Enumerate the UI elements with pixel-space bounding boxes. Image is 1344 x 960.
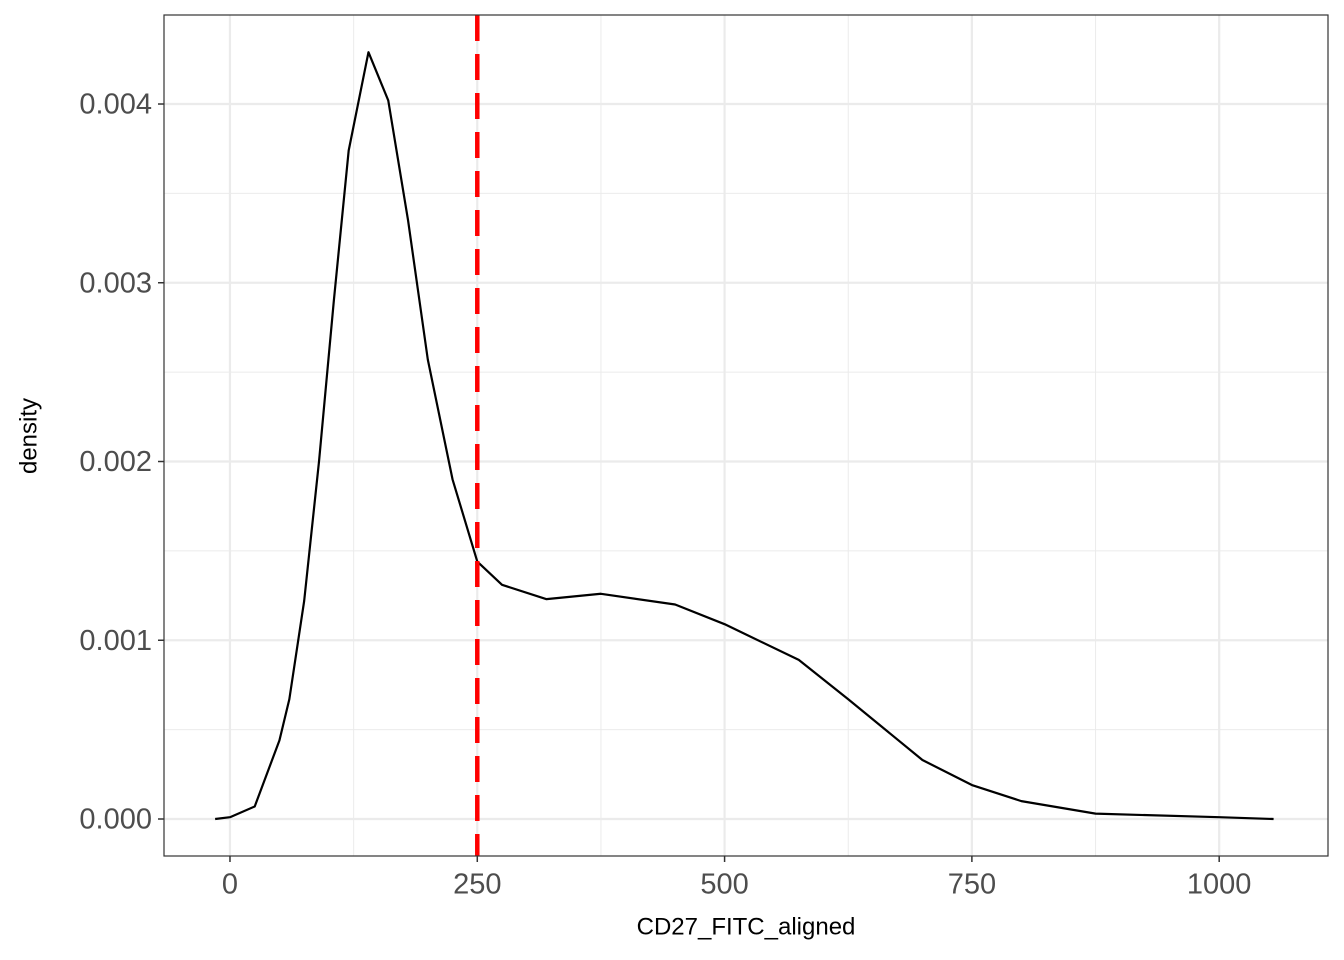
x-tick-label: 750 (948, 869, 996, 901)
y-tick-label: 0.000 (79, 804, 152, 836)
y-tick-label: 0.001 (79, 625, 152, 657)
x-tick-label: 250 (453, 869, 501, 901)
x-tick-label: 1000 (1187, 869, 1252, 901)
y-tick-label: 0.003 (79, 267, 152, 299)
plot-border (163, 14, 1329, 857)
x-tick-label: 500 (700, 869, 748, 901)
y-axis-title: density (15, 398, 42, 474)
x-axis-title: CD27_FITC_aligned (637, 913, 856, 940)
density-line (215, 51, 1274, 821)
x-tick-label: 0 (222, 869, 238, 901)
y-tick-label: 0.004 (79, 89, 152, 121)
y-tick-label: 0.002 (79, 446, 152, 478)
